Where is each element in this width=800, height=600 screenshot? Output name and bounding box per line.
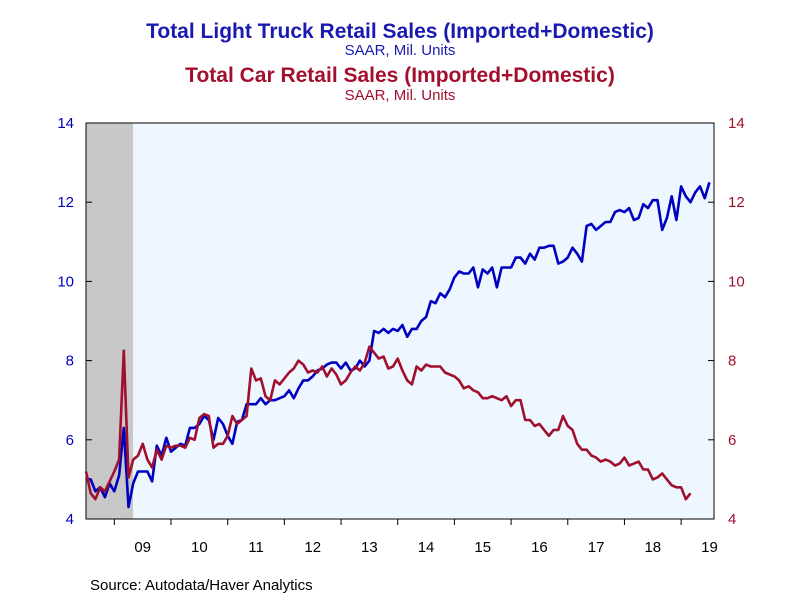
y-tick-label-left: 8 [66,353,74,370]
plot-area [86,123,714,519]
x-tick-label: 12 [304,539,321,556]
x-tick-label: 09 [134,539,151,556]
y-tick-label-left: 14 [57,115,74,132]
chart-subtitle-2: SAAR, Mil. Units [344,87,456,104]
y-tick-label-right: 14 [728,115,745,132]
x-tick-label: 18 [644,539,661,556]
y-tick-label-left: 4 [66,511,74,528]
x-tick-label: 16 [531,539,548,556]
y-tick-label-right: 10 [728,273,745,290]
car-sales-line [84,345,692,501]
plot-frame [85,122,715,520]
x-tick-label: 15 [474,539,491,556]
y-tick-label-left: 10 [57,273,74,290]
y-tick-label-left: 12 [57,194,74,211]
source-note: Source: Autodata/Haver Analytics [90,577,313,594]
x-tick-label: 13 [361,539,378,556]
light-truck-sales-line [86,182,711,509]
x-tick-label: 11 [248,539,264,556]
chart-subtitle: SAAR, Mil. Units [344,42,456,59]
x-tick-label: 19 [701,539,718,556]
x-tick-label: 17 [588,539,605,556]
y-tick-label-right: 6 [728,432,736,449]
x-tick-label: 10 [191,539,208,556]
y-tick-label-right: 12 [728,194,745,211]
y-tick-label-right: 8 [728,353,736,370]
chart-title: Total Light Truck Retail Sales (Imported… [146,20,654,43]
y-tick-label-left: 6 [66,432,74,449]
chart-title-2: Total Car Retail Sales (Imported+Domesti… [185,64,615,87]
x-tick-label: 14 [418,539,435,556]
y-tick-label-right: 4 [728,511,736,528]
